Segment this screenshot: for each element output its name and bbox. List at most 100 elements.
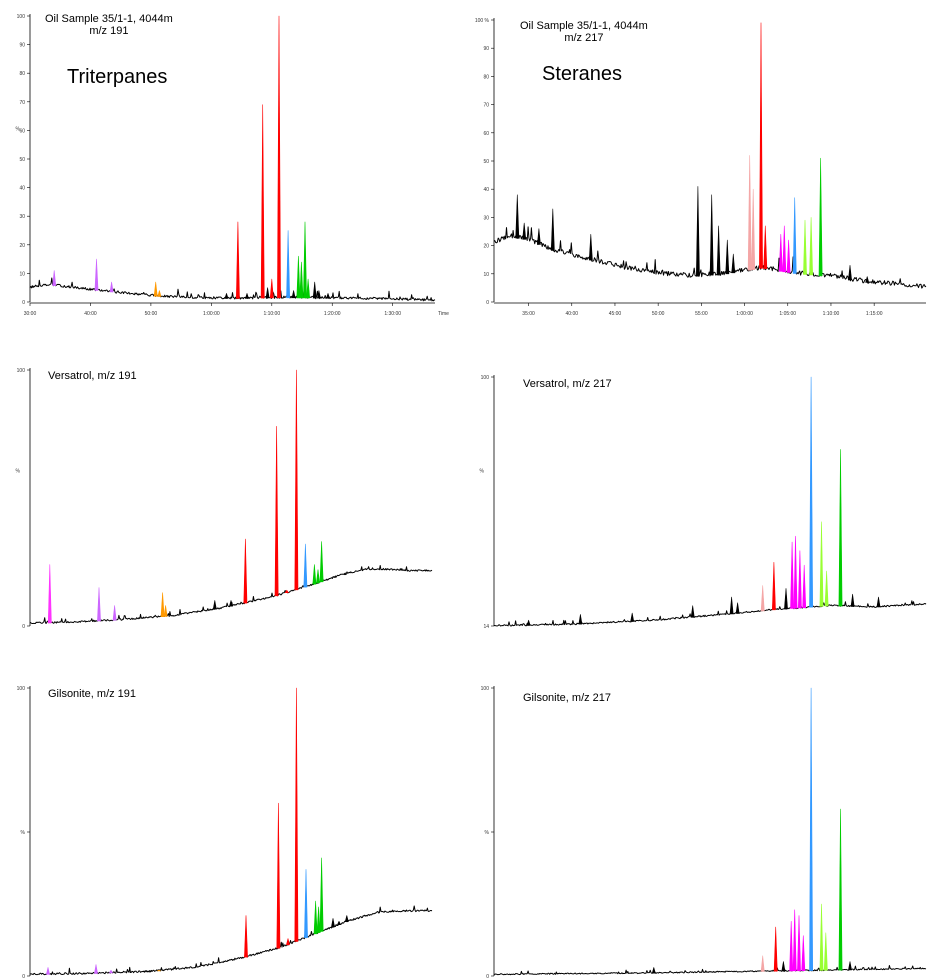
peak: [802, 564, 807, 608]
peak: [109, 281, 114, 293]
chart-versatrol-217-plot: 14 100%: [480, 375, 927, 630]
chart-title: Gilsonite, m/z 217: [523, 692, 612, 704]
y-tick-label: %: [485, 830, 490, 836]
y-tick-label: 70: [19, 100, 25, 106]
peak: [236, 221, 240, 299]
y-tick-label: 100 %: [475, 18, 490, 24]
chart-gilsonite-217: 0% 100 Gilsonite, m/z 217: [470, 680, 927, 979]
y-tick-label: 14: [483, 624, 489, 630]
peak: [797, 915, 801, 972]
baseline-trace: [29, 277, 436, 302]
x-tick-label: 1:05:00: [779, 311, 796, 317]
peak: [522, 222, 527, 240]
peak: [276, 802, 281, 949]
x-tick-label: 1:10:00: [263, 311, 280, 317]
peak: [306, 278, 310, 299]
baseline-trace: [493, 226, 927, 289]
peak: [823, 932, 828, 971]
x-tick-label: 40:00: [566, 311, 579, 317]
y-tick-label: 60: [483, 131, 489, 137]
peak: [848, 265, 852, 280]
peak: [876, 596, 881, 608]
peak: [94, 964, 98, 974]
peak: [303, 543, 308, 588]
peak: [304, 869, 308, 938]
peak: [793, 535, 798, 609]
x-tick-label: 45:00: [609, 311, 622, 317]
peak: [731, 253, 736, 274]
chart-gilsonite-217-plot: 0% 100: [481, 686, 927, 979]
peak: [294, 369, 299, 591]
peak: [52, 270, 57, 286]
peak: [316, 906, 321, 933]
peak: [515, 194, 520, 239]
peak: [716, 225, 721, 275]
peak: [819, 521, 824, 607]
y-tick-label: 100: [481, 375, 490, 381]
peak: [344, 915, 349, 922]
y-unit-label: %: [16, 468, 21, 474]
y-tick-label: 0: [22, 300, 25, 306]
y-tick-label: 90: [483, 46, 489, 52]
peak: [294, 687, 299, 942]
peak: [784, 588, 788, 610]
baseline-trace: [29, 565, 433, 624]
peak: [277, 15, 281, 299]
peak: [269, 278, 274, 299]
y-tick-label: 30: [19, 214, 25, 220]
peak: [790, 541, 794, 609]
peak: [850, 593, 855, 607]
peak: [312, 281, 317, 299]
y-tick-label: 0: [486, 300, 489, 306]
peak: [243, 538, 248, 604]
peak: [229, 600, 233, 607]
peak: [245, 293, 249, 299]
peak: [789, 921, 794, 972]
y-tick-label: 100: [17, 368, 26, 374]
chart-title: Oil Sample 35/1-1, 4044m m/z 217: [520, 20, 648, 44]
peak: [160, 592, 165, 617]
chart-title-line1: Oil Sample 35/1-1, 4044m: [520, 20, 648, 32]
peak: [296, 255, 301, 299]
peak: [157, 290, 162, 297]
peak: [838, 808, 843, 971]
peak: [578, 614, 583, 625]
y-tick-label: 90: [19, 43, 25, 49]
chart-gilsonite-191: 0% 100 Gilsonite, m/z 191: [0, 680, 450, 979]
peak: [224, 293, 229, 299]
chart-oil-217: 0 10 20 30 40 50 60 70 80 90 100 % 35:00 40:00 45:00 5…: [470, 0, 927, 330]
chart-versatrol-191-plot: 0 100%: [16, 368, 433, 630]
chart-title: Gilsonite, m/z 191: [48, 688, 137, 700]
peak: [588, 234, 593, 261]
peak: [651, 967, 656, 974]
y-tick-label: 100: [17, 686, 26, 692]
x-axis-name: Time: [438, 311, 449, 317]
x-tick-label: 1:30:00: [384, 311, 401, 317]
peak: [848, 961, 852, 971]
x-tick-label: 1:15:00: [866, 311, 883, 317]
peak: [319, 857, 324, 932]
peak: [343, 573, 347, 576]
peak: [778, 234, 783, 272]
compound-class-label: Steranes: [542, 63, 623, 85]
x-tick-label: 1:10:00: [823, 311, 840, 317]
peak: [690, 605, 695, 618]
peak: [265, 287, 270, 299]
peak: [759, 22, 763, 269]
x-tick-label: 1:20:00: [324, 311, 341, 317]
chart-versatrol-191: 0 100% Versatrol, m/z 191: [0, 360, 450, 650]
peak: [337, 921, 341, 925]
peak: [725, 239, 730, 275]
y-tick-label: 80: [19, 71, 25, 77]
x-tick-label: 50:00: [145, 311, 158, 317]
peak: [803, 219, 807, 275]
chart-subtitle: m/z 217: [564, 32, 604, 44]
x-tick-label: 55:00: [695, 311, 708, 317]
peak: [284, 589, 289, 593]
peak: [550, 208, 555, 251]
peak: [526, 619, 531, 626]
peak: [819, 903, 824, 971]
peak: [798, 550, 802, 609]
peak: [809, 376, 813, 608]
